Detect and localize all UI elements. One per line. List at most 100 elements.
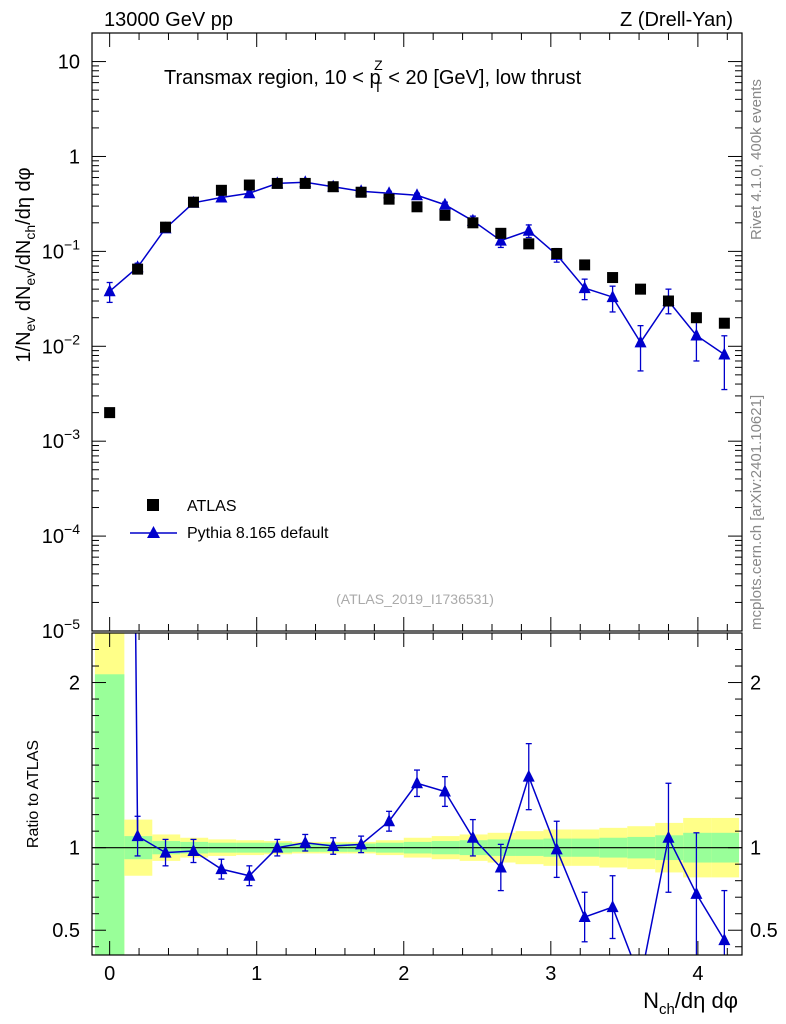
data-point [243, 179, 255, 191]
ratio-point [299, 835, 312, 848]
data-point [551, 247, 563, 259]
xtick-label: 4 [692, 963, 703, 985]
ratio-ytick-labels: 2 2 1 1 0.5 0.5 [52, 673, 778, 943]
data-point [383, 193, 395, 205]
data-point [215, 184, 227, 196]
ratio-band-inner [94, 674, 125, 955]
side-rivet-label: Rivet 4.1.0, 400k events [748, 79, 765, 240]
mc-point [606, 290, 619, 303]
ratio-y-axis-label: Ratio to ATLAS [25, 740, 42, 848]
plot-title: Transmax region, 10 < pTZ < 20 [GeV], lo… [164, 57, 582, 95]
ratio-mc-group [131, 633, 731, 955]
mc-point [690, 328, 703, 341]
main-y-axis-label: 1/Nev dNev/dNch/dη dφ [13, 167, 38, 362]
main-ytick-label: 1 [69, 146, 80, 168]
data-point [160, 221, 172, 233]
ratio-point [159, 845, 172, 858]
main-panel: 10 1 10−1 10−2 10−3 10−4 10−5 Transmax region,… [13, 32, 743, 643]
main-ytick-label: 10 [58, 52, 80, 74]
ratio-ytick-label-right: 1 [750, 838, 761, 860]
main-frame [91, 32, 743, 632]
main-ytick-label: 10−1 [42, 236, 80, 263]
main-ytick-label: 10−2 [42, 331, 80, 358]
ratio-mc-series [131, 633, 731, 955]
mc-point [243, 186, 256, 199]
ratio-point [522, 769, 535, 782]
data-point [355, 186, 367, 198]
mc-point [718, 347, 731, 360]
data-point [132, 263, 144, 275]
ratio-point [215, 862, 228, 875]
data-series [104, 177, 730, 419]
data-point [467, 217, 479, 229]
analysis-id: (ATLAS_2019_I1736531) [336, 591, 494, 607]
ratio-point [690, 886, 703, 899]
ratio-point [606, 900, 619, 913]
data-point [495, 227, 507, 239]
legend: ATLAS Pythia 8.165 default [130, 498, 329, 542]
main-ytick-labels: 10 1 10−1 10−2 10−3 10−4 10−5 [42, 52, 80, 643]
mc-point [215, 190, 228, 203]
ratio-point [438, 784, 451, 797]
data-point [607, 272, 619, 284]
mc-point [634, 335, 647, 348]
xtick-label: 1 [251, 963, 262, 985]
ratio-frame [91, 632, 743, 956]
data-point [187, 196, 199, 208]
ratio-ytick-label-right: 2 [750, 673, 761, 695]
data-point [104, 407, 116, 419]
energy-label: 13000 GeV pp [104, 9, 233, 31]
ratio-point [578, 910, 591, 923]
data-point [411, 201, 423, 213]
ratio-point [355, 837, 368, 850]
data-point [523, 238, 535, 250]
ratio-ytick-label-right: 0.5 [750, 920, 778, 942]
legend-data-label: ATLAS [187, 498, 237, 515]
data-point [271, 177, 283, 189]
ratio-point [187, 843, 200, 856]
ratio-point [327, 839, 340, 852]
data-point [635, 283, 647, 295]
main-ytick-label: 10−5 [42, 616, 80, 643]
side-mcplots-label: mcplots.cern.ch [arXiv:2401.10621] [748, 395, 765, 630]
main-ytick-label: 10−4 [42, 521, 80, 548]
main-ytick-label: 10−3 [42, 426, 80, 453]
process-label: Z (Drell-Yan) [620, 9, 733, 31]
ratio-xtick-labels: 0 1 2 3 4 [104, 963, 703, 985]
ratio-point [271, 840, 284, 853]
xtick-label: 0 [104, 963, 115, 985]
ratio-point [131, 829, 144, 842]
ratio-axis-ticks [92, 633, 742, 955]
ratio-panel: 2 2 1 1 0.5 0.5 0 1 2 3 4 Ratio to ATLAS Nch/dη d… [25, 632, 778, 1018]
mc-point [438, 197, 451, 210]
data-point [299, 177, 311, 189]
xtick-label: 3 [545, 963, 556, 985]
mc-point [494, 233, 507, 246]
ratio-ytick-label: 2 [69, 673, 80, 695]
ratio-point [718, 933, 731, 946]
data-point [439, 209, 451, 221]
xtick-label: 2 [398, 963, 409, 985]
mc-point [578, 281, 591, 294]
ratio-ytick-label: 1 [69, 838, 80, 860]
ratio-point [466, 830, 479, 843]
mc-point [103, 284, 116, 297]
legend-mc-marker [147, 526, 160, 538]
ratio-point [550, 842, 563, 855]
x-axis-label: Nch/dη dφ [643, 988, 738, 1018]
data-point [662, 295, 674, 307]
legend-data-marker [147, 499, 159, 511]
ratio-point [494, 860, 507, 873]
ratio-point [662, 830, 675, 843]
ratio-point [383, 814, 396, 827]
mc-point [522, 223, 535, 236]
ratio-ytick-label: 0.5 [52, 920, 80, 942]
data-point [579, 259, 591, 271]
data-point [690, 312, 702, 324]
ratio-point [411, 776, 423, 789]
ratio-point [243, 868, 256, 881]
data-point [327, 181, 339, 193]
mc-point [411, 188, 423, 201]
data-point [718, 317, 730, 329]
